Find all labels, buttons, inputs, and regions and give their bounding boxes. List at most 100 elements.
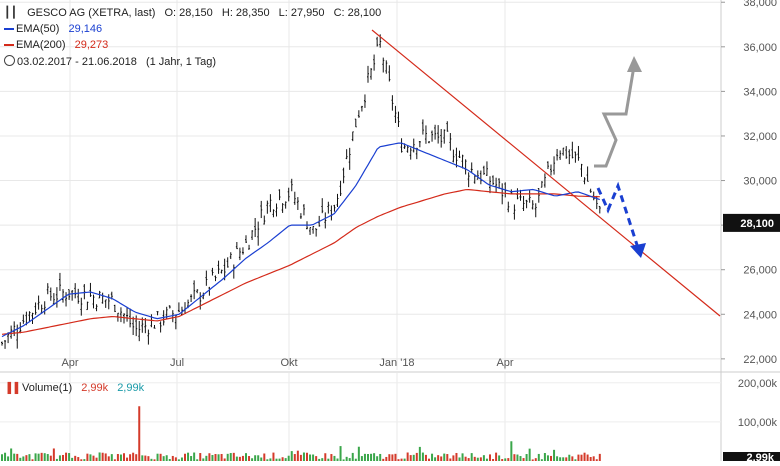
price-badge xyxy=(723,213,780,232)
volume-bar xyxy=(226,453,229,461)
volume-bar xyxy=(397,459,400,461)
x-tick-label: Apr xyxy=(61,357,78,369)
up-scenario-arrow-icon xyxy=(594,56,642,168)
volume-bar xyxy=(49,455,52,461)
volume-bar xyxy=(473,456,476,461)
volume-bar xyxy=(376,456,379,461)
volume-bar xyxy=(479,457,482,461)
y-tick-label: 36,000 xyxy=(743,42,777,54)
volume-bar xyxy=(357,446,360,461)
volume-bar xyxy=(193,452,196,461)
volume-bar xyxy=(171,455,174,461)
volume-bar xyxy=(43,453,46,461)
volume-bar xyxy=(232,452,235,461)
volume-bar xyxy=(74,455,77,461)
volume-bar xyxy=(354,458,357,461)
volume-bar xyxy=(22,456,25,461)
volume-bar xyxy=(290,451,293,461)
volume-bar xyxy=(293,454,296,461)
volume-bar xyxy=(141,455,144,461)
volume-bar xyxy=(485,458,488,461)
volume-bar xyxy=(470,453,473,461)
volume-bar xyxy=(275,458,278,461)
ema200-value: 29,273 xyxy=(74,39,109,51)
volume-bar xyxy=(592,456,595,461)
volume-bar xyxy=(107,456,110,461)
volume-bar xyxy=(424,454,427,461)
volume-bar xyxy=(360,456,363,461)
volume-bar xyxy=(7,456,10,461)
volume-bar xyxy=(537,453,540,461)
instrument-name: GESCO AG (XETRA, last) xyxy=(27,7,156,19)
volume-bar xyxy=(144,455,147,461)
volume-bar xyxy=(135,454,138,461)
volume-bar xyxy=(443,453,446,461)
volume-bar xyxy=(126,457,129,461)
volume-bar xyxy=(211,455,214,461)
volume-bar xyxy=(583,452,586,461)
ema200-line xyxy=(1,188,600,335)
volume-value-teal: 2,99k xyxy=(117,382,145,394)
x-tick-label: Jan '18 xyxy=(379,357,414,369)
volume-bar xyxy=(34,453,37,461)
volume-bar xyxy=(482,455,485,461)
volume-label: Volume(1) xyxy=(22,382,73,394)
ema200-legend: EMA(200) 29,273 xyxy=(4,39,114,51)
volume-bar xyxy=(132,452,135,461)
volume-bar xyxy=(546,455,549,461)
volume-bar xyxy=(577,454,580,461)
ema50-swatch-icon xyxy=(4,28,14,31)
header-row: ┃┃ GESCO AG (XETRA, last) O: 28,150 H: 2… xyxy=(4,6,387,19)
volume-bar xyxy=(31,459,34,461)
volume-bar xyxy=(104,453,107,461)
volume-bar xyxy=(80,459,83,461)
y-tick-label: 32,000 xyxy=(743,131,777,143)
up-scenario-arrowhead xyxy=(627,56,642,72)
volume-bar xyxy=(205,455,208,461)
volume-bar xyxy=(522,458,525,461)
volume-bar xyxy=(65,452,68,461)
volume-bar xyxy=(464,456,467,461)
volume-bar xyxy=(580,454,583,461)
volume-bar xyxy=(129,454,132,461)
volume-bar xyxy=(248,456,251,461)
volume-bar xyxy=(190,456,193,461)
y-tick-label: 26,000 xyxy=(743,265,777,277)
volume-bar xyxy=(498,455,501,461)
y-tick-label: 38,000 xyxy=(743,0,777,9)
volume-bar xyxy=(516,454,519,461)
period-range: 03.02.2017 - 21.06.2018 xyxy=(17,56,137,68)
volume-bar xyxy=(214,453,217,461)
volume-bar xyxy=(415,452,418,461)
volume-bar xyxy=(348,458,351,461)
volume-bar xyxy=(220,453,223,461)
ema50-value: 29,146 xyxy=(68,23,103,35)
volume-bar xyxy=(528,448,531,461)
volume-bar xyxy=(119,454,122,461)
volume-bar xyxy=(351,452,354,461)
volume-bar xyxy=(217,454,220,461)
volume-bar xyxy=(440,456,443,461)
ema200-swatch-icon xyxy=(4,44,14,47)
high-value: H: 28,350 xyxy=(221,7,270,19)
volume-bar xyxy=(46,454,49,461)
ema50-label: EMA(50) xyxy=(16,23,60,35)
volume-bar xyxy=(412,454,415,461)
volume-bar xyxy=(345,456,348,461)
volume-bar xyxy=(501,459,504,461)
y-tick-label: 22,000 xyxy=(743,354,777,366)
x-tick-label: Okt xyxy=(280,357,297,369)
volume-bar xyxy=(52,448,55,461)
volume-bar xyxy=(574,459,577,461)
volume-bar xyxy=(543,453,546,461)
volume-bar xyxy=(565,457,568,461)
volume-bar xyxy=(13,453,16,461)
volume-bar xyxy=(62,454,64,461)
volume-bar xyxy=(235,456,238,461)
y-tick-label: 34,000 xyxy=(743,86,777,98)
volume-bar xyxy=(241,455,244,461)
volume-bar xyxy=(467,458,470,461)
volume-bar xyxy=(77,457,80,461)
volume-bar xyxy=(409,455,412,461)
down-scenario-arrowhead xyxy=(630,243,646,258)
